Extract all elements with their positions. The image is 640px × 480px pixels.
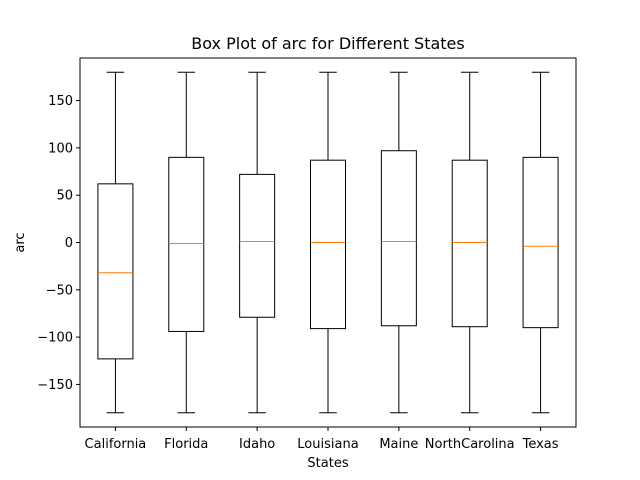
y-tick-label: 50 [56, 189, 73, 204]
x-tick-label: NorthCarolina [425, 437, 515, 452]
box-florida [168, 156, 205, 332]
box-maine [380, 150, 417, 327]
y-tick-label: −150 [37, 378, 73, 393]
box-texas [522, 156, 559, 329]
y-tick-label: 100 [48, 141, 73, 156]
y-tick-label: −100 [37, 331, 73, 346]
x-tick-label: Idaho [239, 437, 275, 452]
x-tick-label: California [85, 437, 147, 452]
x-tick-label: Maine [379, 437, 418, 452]
chart-title: Box Plot of arc for Different States [191, 34, 464, 53]
y-tick-label: 150 [48, 94, 73, 109]
y-tick-label: −50 [46, 283, 73, 298]
box-northcarolina [451, 159, 488, 328]
x-axis-label: States [307, 456, 348, 471]
y-tick-label: 0 [65, 236, 73, 251]
box-california [97, 183, 134, 360]
box-idaho [239, 173, 276, 318]
x-tick-label: Texas [522, 437, 559, 452]
x-tick-label: Louisiana [297, 437, 358, 452]
box-louisiana [310, 159, 346, 330]
axes-frame [79, 57, 577, 428]
plot-area: −150 −100 −50 0 50 100 150 California Florida Ida… [37, 71, 559, 452]
x-tick-label: Florida [164, 437, 208, 452]
y-axis-label: arc [13, 232, 28, 252]
